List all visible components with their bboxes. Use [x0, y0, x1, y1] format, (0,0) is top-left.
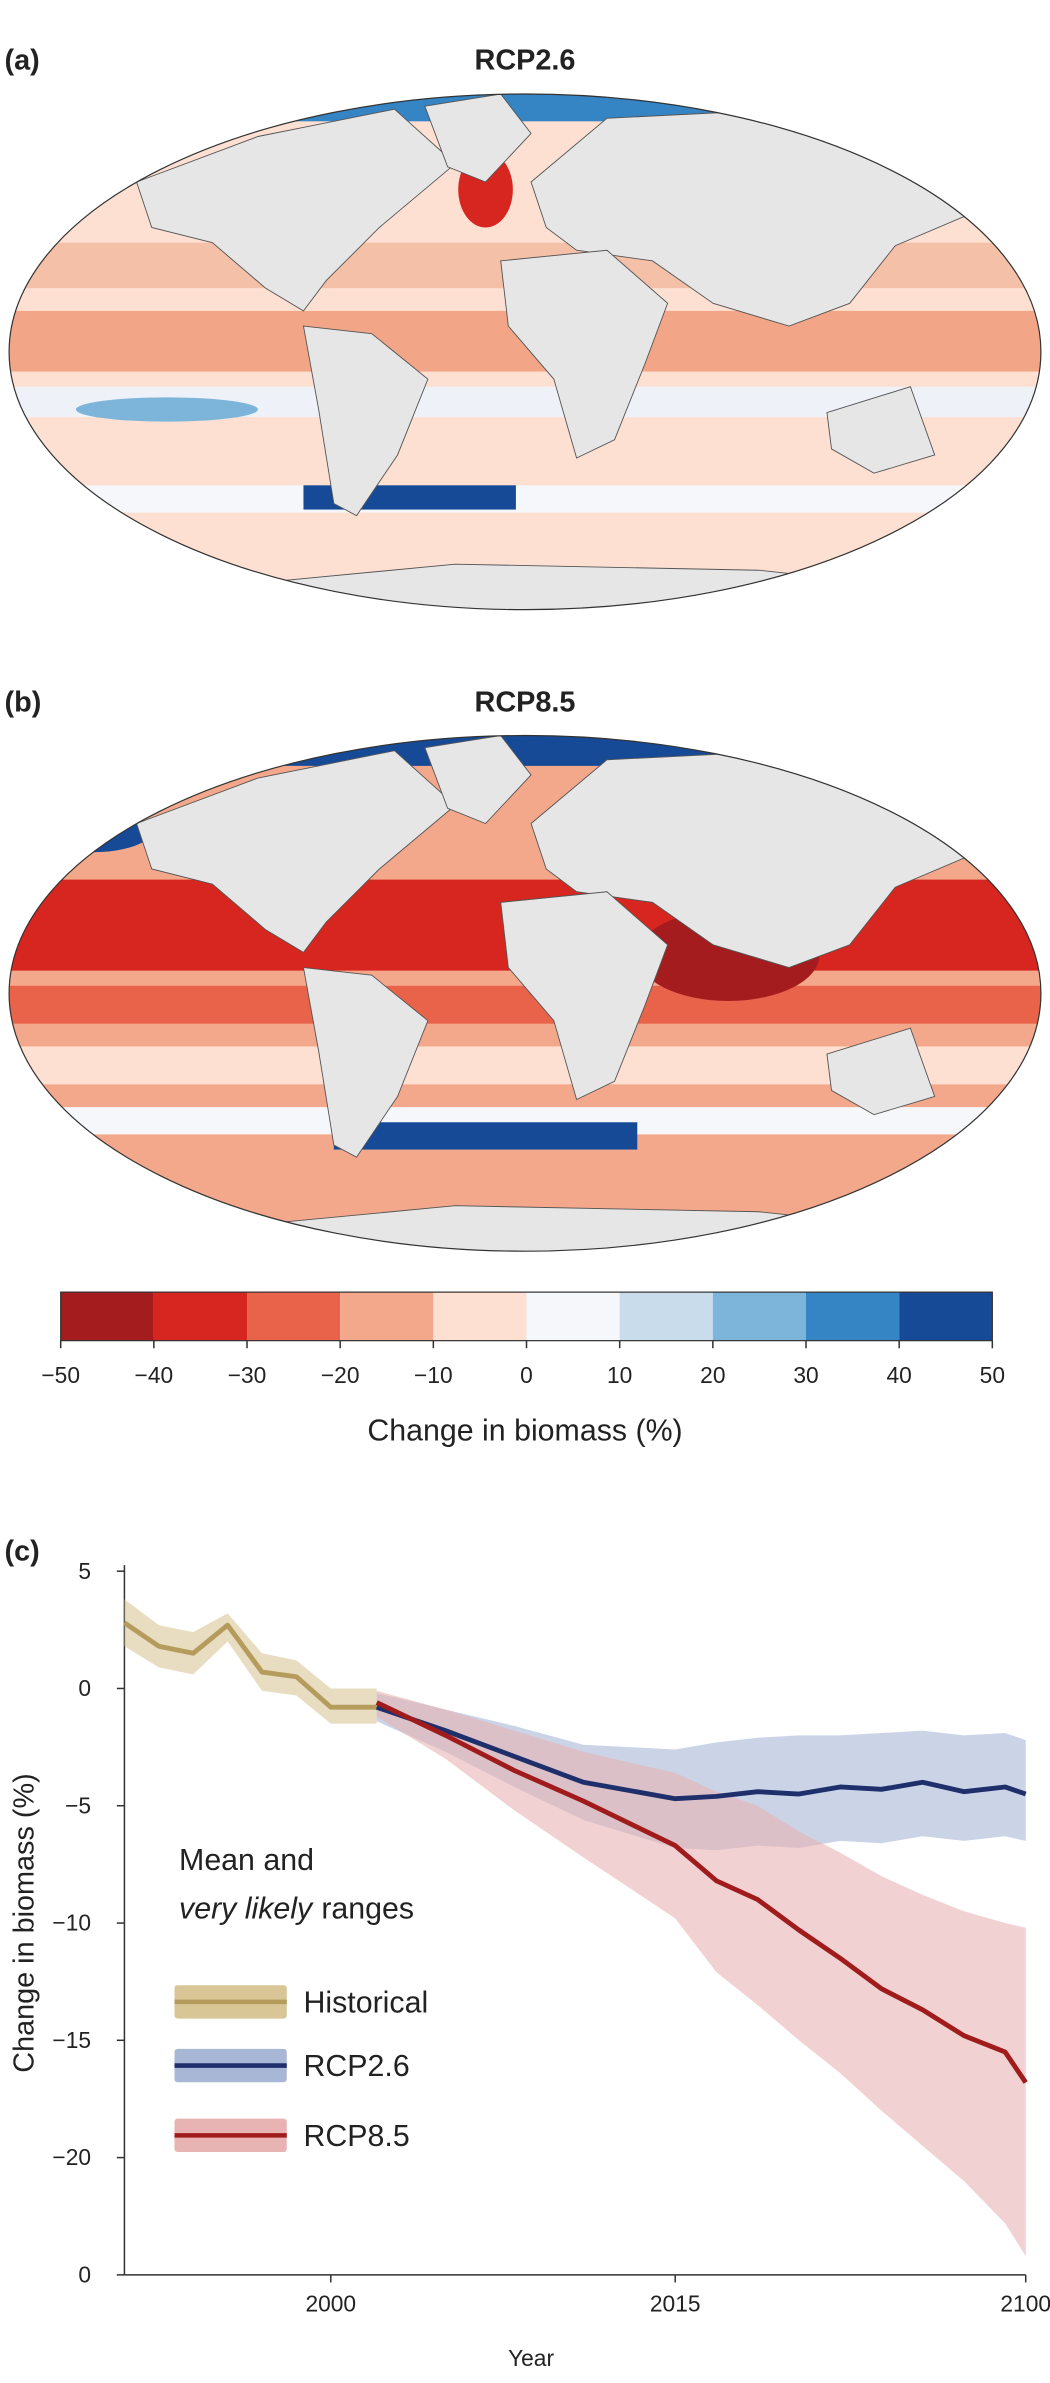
- y-tick-label: −20: [52, 2144, 91, 2170]
- colorbar-tick-label: 50: [980, 1362, 1005, 1388]
- legend-title: Mean and: [179, 1844, 314, 1877]
- colorbar-bin: [619, 1292, 713, 1341]
- legend-label: RCP2.6: [303, 2050, 409, 2083]
- x-axis-title: Year: [508, 2345, 554, 2371]
- colorbar-bin: [247, 1292, 341, 1341]
- x-tick-label: 2015: [650, 2290, 701, 2316]
- panel-label: (c): [5, 1536, 40, 1568]
- range-band: [376, 1690, 1026, 2257]
- colorbar-tick-label: 10: [607, 1362, 632, 1388]
- colorbar-label: Change in biomass (%): [367, 1415, 682, 1448]
- x-tick-label: 2100: [1000, 2290, 1050, 2316]
- y-tick-label: −5: [65, 1792, 91, 1818]
- colorbar-tick-label: 0: [520, 1362, 533, 1388]
- y-axis-title: Change in biomass (%): [8, 1773, 40, 2072]
- legend-title-rest: ranges: [321, 1892, 414, 1925]
- colorbar: −50 −40 −30 −20 −10 0 10 20 30 40 50: [41, 1291, 1005, 1388]
- colorbar-tick-label: 30: [793, 1362, 818, 1388]
- colorbar-tick-label: −40: [135, 1362, 174, 1388]
- y-tick-label: 0: [78, 2261, 91, 2287]
- colorbar-tick-label: 20: [700, 1362, 725, 1388]
- colorbar-tick-label: 40: [887, 1362, 912, 1388]
- map-region: [9, 985, 1041, 1024]
- legend-title: very likely ranges: [179, 1892, 414, 1925]
- x-tick-label: 2000: [305, 2290, 356, 2316]
- map-region: [9, 94, 1041, 122]
- colorbar-bin: [806, 1292, 900, 1341]
- colorbar-bin: [60, 1292, 154, 1341]
- map-border: [8, 93, 1042, 611]
- map-region: [9, 485, 1041, 513]
- y-tick-label: 0: [78, 1675, 91, 1701]
- line-chart: 5 0 −5 −10 −15 −20 0 2000 2015 2100 Historical RCP2…: [52, 1558, 1050, 2317]
- map-region: [30, 809, 152, 853]
- y-tick-label: −15: [52, 2027, 91, 2053]
- y-tick-label: 5: [78, 1558, 91, 1584]
- colorbar-tick-label: −50: [41, 1362, 80, 1388]
- map-border: [8, 734, 1042, 1252]
- map: [9, 94, 1041, 610]
- colorbar-bin: [433, 1292, 527, 1341]
- panel-label: (a): [5, 45, 40, 77]
- map-region: [75, 397, 258, 422]
- legend-label: Historical: [303, 1987, 428, 2020]
- mean-line: [123, 1620, 377, 1710]
- mean-line: [375, 1704, 1027, 1802]
- range-band: [376, 1693, 1026, 1851]
- map-region: [9, 735, 1041, 766]
- panel-title: RCP2.6: [475, 45, 576, 77]
- colorbar-bin: [899, 1292, 993, 1341]
- panel-title: RCP8.5: [475, 686, 576, 718]
- mean-line: [375, 1700, 1028, 2084]
- colorbar-bin: [712, 1292, 807, 1341]
- colorbar-tick-label: −10: [414, 1362, 453, 1388]
- legend-label: RCP8.5: [303, 2120, 409, 2153]
- colorbar-tick-label: −20: [321, 1362, 360, 1388]
- colorbar-bin: [340, 1292, 434, 1341]
- colorbar-bin: [526, 1292, 620, 1341]
- panel-label: (b): [5, 686, 42, 718]
- map-region: [333, 1122, 638, 1150]
- colorbar-tick-label: −30: [228, 1362, 267, 1388]
- colorbar-bin: [153, 1292, 248, 1341]
- map: [9, 735, 1041, 1252]
- y-tick-label: −10: [52, 1910, 91, 1936]
- legend-title-italic: very likely: [179, 1892, 314, 1925]
